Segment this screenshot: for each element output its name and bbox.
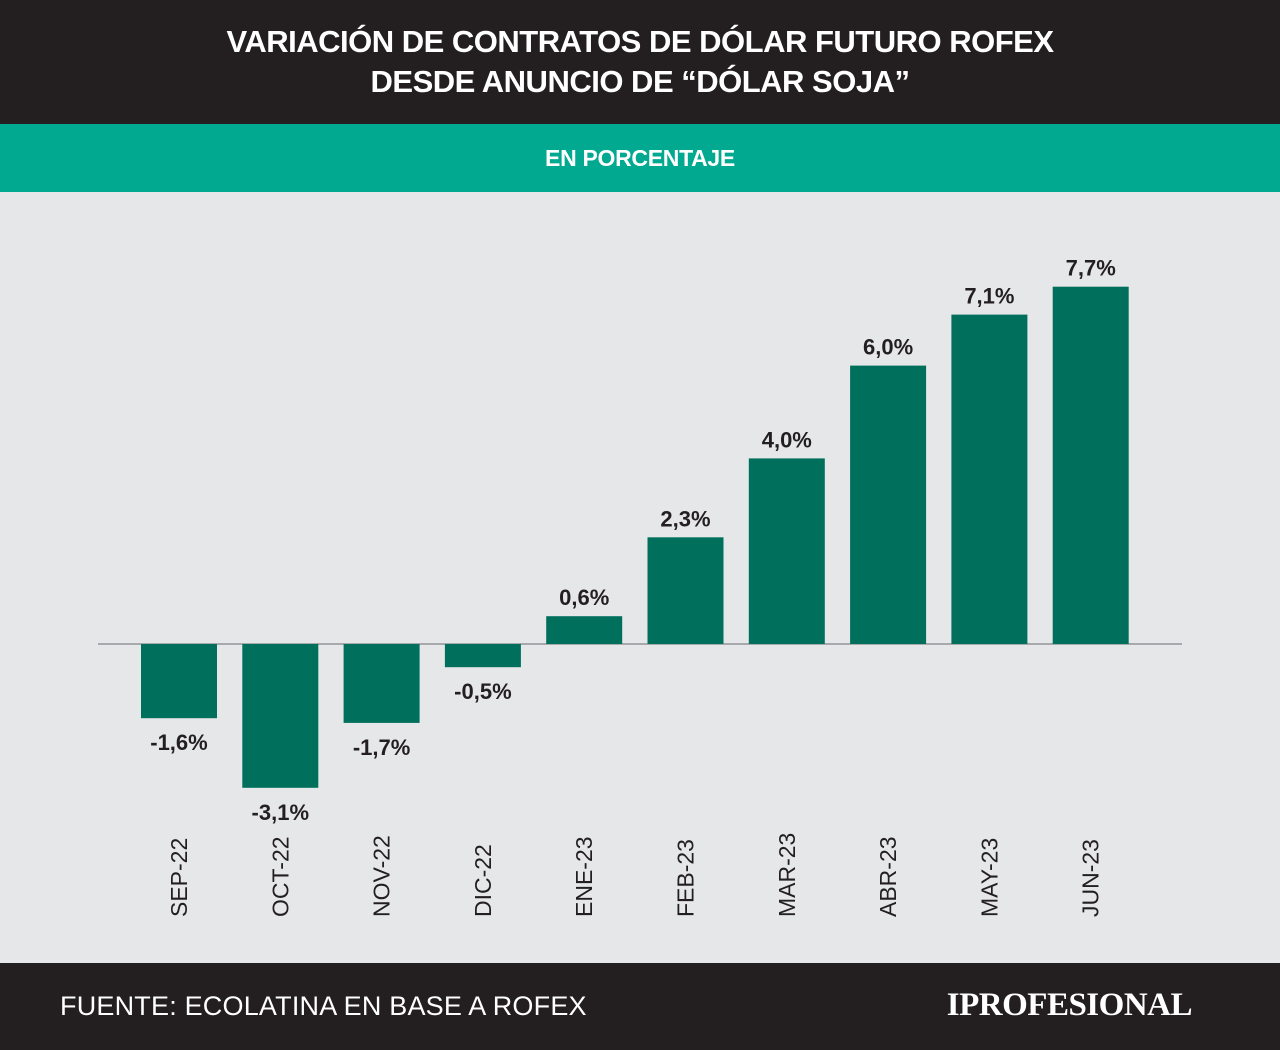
title-band: VARIACIÓN DE CONTRATOS DE DÓLAR FUTURO R… <box>0 0 1280 124</box>
bar-mar-23 <box>748 458 825 644</box>
chart-title-line-2: DESDE ANUNCIO DE “DÓLAR SOJA” <box>370 64 910 99</box>
bar-abr-23 <box>850 365 927 644</box>
data-label-sep-22: -1,6% <box>150 730 207 755</box>
source-note: FUENTE: ECOLATINA EN BASE A ROFEX <box>60 991 587 1021</box>
bar-chart: -1,6% SEP-22 -3,1% OCT-22 -1,7% NOV-22 -0,5% DI… <box>98 256 1182 917</box>
bar-oct-22 <box>242 644 319 788</box>
category-label-sep-22: SEP-22 <box>166 838 192 917</box>
data-label-may-23: 7,1% <box>964 284 1014 309</box>
data-label-feb-23: 2,3% <box>660 506 710 531</box>
data-label-dic-22: -0,5% <box>454 679 511 704</box>
footer-band: FUENTE: ECOLATINA EN BASE A ROFEX IPROFE… <box>0 963 1280 1050</box>
category-label-ene-23: ENE-23 <box>571 836 597 917</box>
category-label-feb-23: FEB-23 <box>673 839 699 917</box>
chart-subtitle: EN PORCENTAJE <box>545 144 735 171</box>
data-label-mar-23: 4,0% <box>762 427 812 452</box>
bar-ene-23 <box>546 616 623 644</box>
chart-title-line-1: VARIACIÓN DE CONTRATOS DE DÓLAR FUTURO R… <box>226 24 1054 59</box>
subtitle-band: EN PORCENTAJE <box>0 124 1280 192</box>
bar-jun-23 <box>1052 286 1129 644</box>
data-label-abr-23: 6,0% <box>863 335 913 360</box>
category-label-oct-22: OCT-22 <box>267 836 293 917</box>
bar-nov-22 <box>343 644 420 723</box>
bar-sep-22 <box>141 644 217 719</box>
category-label-mar-23: MAR-23 <box>774 833 800 917</box>
bar-may-23 <box>951 314 1028 644</box>
bar-dic-22 <box>444 644 521 668</box>
brand-logo: IPROFESIONAL <box>946 987 1193 1023</box>
data-label-nov-22: -1,7% <box>353 735 410 760</box>
category-label-may-23: MAY-23 <box>976 838 1002 917</box>
chart-area: -1,6% SEP-22 -3,1% OCT-22 -1,7% NOV-22 -0,5% DI… <box>0 192 1280 960</box>
category-label-dic-22: DIC-22 <box>470 844 496 917</box>
bar-feb-23 <box>647 537 724 644</box>
category-label-abr-23: ABR-23 <box>875 836 901 917</box>
category-label-jun-23: JUN-23 <box>1078 839 1104 917</box>
data-label-jun-23: 7,7% <box>1066 256 1116 281</box>
data-label-ene-23: 0,6% <box>559 585 609 610</box>
data-label-oct-22: -3,1% <box>252 800 309 825</box>
category-label-nov-22: NOV-22 <box>369 835 395 917</box>
